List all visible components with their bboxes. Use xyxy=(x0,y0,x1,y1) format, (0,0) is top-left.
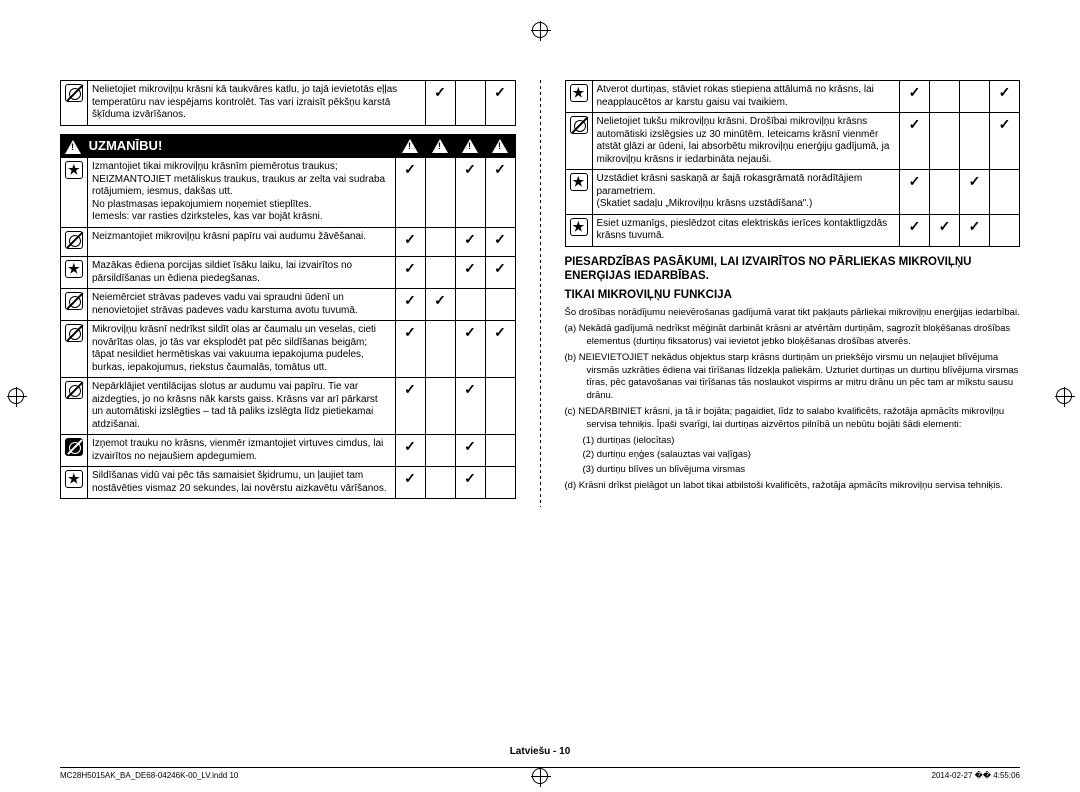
check-cell: ✓ xyxy=(900,214,930,246)
column-divider xyxy=(540,80,541,507)
check-cell: ✓ xyxy=(455,467,485,499)
check-cell xyxy=(425,378,455,435)
warning-text: Esiet uzmanīgs, pieslēdzot citas elektri… xyxy=(592,214,900,246)
warning-text: Izmantojiet tikai mikroviļņu krāsnīm pie… xyxy=(88,158,396,228)
check-cell xyxy=(485,378,515,435)
check-cell xyxy=(485,467,515,499)
check-cell xyxy=(990,170,1020,215)
check-cell xyxy=(425,321,455,378)
right-table: Atverot durtiņas, stāviet rokas stiepien… xyxy=(565,80,1021,247)
prohibit-icon xyxy=(65,292,83,310)
top-row-table: Nelietojiet mikroviļņu krāsni kā taukvār… xyxy=(60,80,516,126)
check-cell: ✓ xyxy=(960,170,990,215)
warning-triangle-icon xyxy=(462,139,478,153)
check-cell xyxy=(960,81,990,113)
warning-text: Mikroviļņu krāsnī nedrīkst sildīt olas a… xyxy=(88,321,396,378)
left-column: Nelietojiet mikroviļņu krāsni kā taukvār… xyxy=(60,80,516,507)
star-icon xyxy=(570,218,588,236)
check-cell xyxy=(930,113,960,170)
check-cell xyxy=(930,170,960,215)
check-cell: ✓ xyxy=(900,170,930,215)
check-cell: ✓ xyxy=(395,227,425,257)
check-cell: ✓ xyxy=(900,113,930,170)
check-cell xyxy=(485,289,515,321)
registration-mark xyxy=(1056,388,1072,404)
registration-mark xyxy=(8,388,24,404)
print-metadata: MC28H5015AK_BA_DE68-04246K-00_LV.indd 10… xyxy=(60,767,1020,780)
check-cell: ✓ xyxy=(455,321,485,378)
page-footer: Latviešu - 10 xyxy=(0,746,1080,757)
section-heading: PIESARDZĪBAS PASĀKUMI, LAI IZVAIRĪTOS NO… xyxy=(565,255,1021,285)
star-icon xyxy=(65,260,83,278)
page-content: Nelietojiet mikroviļņu krāsni kā taukvār… xyxy=(0,0,1080,537)
warning-triangle-icon xyxy=(402,139,418,153)
warning-text: Uzstādiet krāsni saskaņā ar šajā rokasgr… xyxy=(592,170,900,215)
section-heading: TIKAI MIKROVIĻŅU FUNKCIJA xyxy=(565,288,1021,303)
check-cell: ✓ xyxy=(485,257,515,289)
check-cell: ✓ xyxy=(485,227,515,257)
check-cell: ✓ xyxy=(485,321,515,378)
warning-text: Atverot durtiņas, stāviet rokas stiepien… xyxy=(592,81,900,113)
warning-text: Neizmantojiet mikroviļņu krāsni papīru v… xyxy=(88,227,396,257)
check-cell: ✓ xyxy=(930,214,960,246)
prohibit-icon xyxy=(65,438,83,456)
check-cell: ✓ xyxy=(485,81,515,126)
prohibit-icon xyxy=(65,381,83,399)
check-cell: ✓ xyxy=(395,321,425,378)
check-cell: ✓ xyxy=(485,158,515,228)
warning-text: Izņemot trauku no krāsns, vienmēr izmant… xyxy=(88,435,396,467)
check-cell xyxy=(425,158,455,228)
warning-text: Nepārklājiet ventilācijas slotus ar audu… xyxy=(88,378,396,435)
registration-mark xyxy=(532,22,548,38)
warning-triangle-icon xyxy=(492,139,508,153)
check-cell xyxy=(425,435,455,467)
warning-triangle-icon xyxy=(65,140,81,154)
check-cell xyxy=(990,214,1020,246)
check-cell xyxy=(930,81,960,113)
warning-triangle-icon xyxy=(432,139,448,153)
check-cell: ✓ xyxy=(900,81,930,113)
check-cell: ✓ xyxy=(455,227,485,257)
check-cell: ✓ xyxy=(990,81,1020,113)
caution-header: UZMANĪBU! xyxy=(61,134,396,158)
check-cell xyxy=(425,467,455,499)
check-cell xyxy=(425,227,455,257)
prohibit-icon xyxy=(65,84,83,102)
check-cell: ✓ xyxy=(960,214,990,246)
prohibit-icon xyxy=(65,231,83,249)
check-cell xyxy=(485,435,515,467)
warning-text: Neiemērciet strāvas padeves vadu vai spr… xyxy=(88,289,396,321)
check-cell: ✓ xyxy=(395,257,425,289)
warning-text: Nelietojiet tukšu mikroviļņu krāsni. Dro… xyxy=(592,113,900,170)
body-text: Šo drošības norādījumu neievērošanas gad… xyxy=(565,307,1021,493)
check-cell: ✓ xyxy=(395,378,425,435)
check-cell xyxy=(455,289,485,321)
right-column: Atverot durtiņas, stāviet rokas stiepien… xyxy=(565,80,1021,507)
check-cell xyxy=(960,113,990,170)
star-icon xyxy=(570,173,588,191)
check-cell xyxy=(455,81,485,126)
warning-text: Nelietojiet mikroviļņu krāsni kā taukvār… xyxy=(88,81,426,126)
star-icon xyxy=(570,84,588,102)
check-cell: ✓ xyxy=(990,113,1020,170)
check-cell: ✓ xyxy=(395,467,425,499)
check-cell: ✓ xyxy=(455,435,485,467)
check-cell xyxy=(425,257,455,289)
star-icon xyxy=(65,470,83,488)
caution-table: UZMANĪBU! Izmantojiet tikai mikroviļņu k… xyxy=(60,134,516,500)
prohibit-icon xyxy=(570,116,588,134)
warning-text: Mazākas ēdiena porcijas sildiet īsāku la… xyxy=(88,257,396,289)
check-cell: ✓ xyxy=(395,158,425,228)
check-cell: ✓ xyxy=(425,289,455,321)
star-icon xyxy=(65,161,83,179)
warning-text: Sildīšanas vidū vai pēc tās samaisiet šķ… xyxy=(88,467,396,499)
prohibit-icon xyxy=(65,324,83,342)
check-cell: ✓ xyxy=(455,378,485,435)
check-cell: ✓ xyxy=(425,81,455,126)
check-cell: ✓ xyxy=(455,158,485,228)
check-cell: ✓ xyxy=(395,289,425,321)
check-cell: ✓ xyxy=(455,257,485,289)
check-cell: ✓ xyxy=(395,435,425,467)
